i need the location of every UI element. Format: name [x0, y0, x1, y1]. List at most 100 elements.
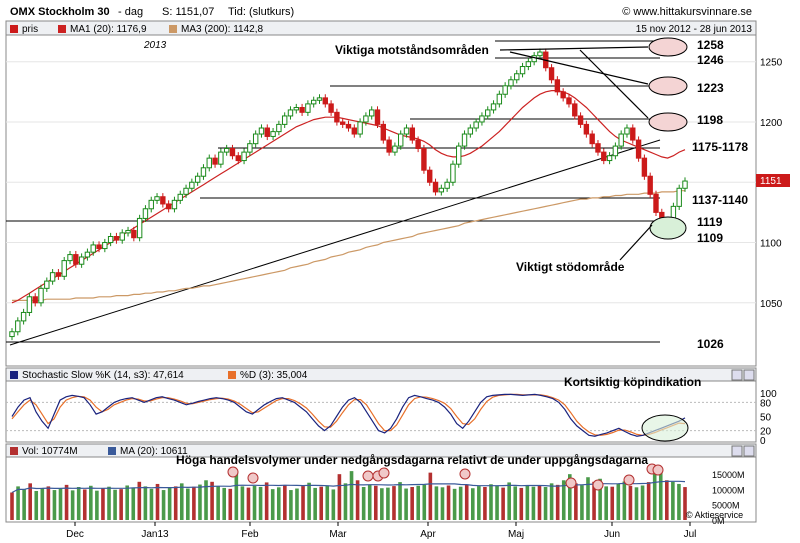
- candle-body: [531, 55, 537, 63]
- volume-bar: [222, 487, 227, 520]
- volume-bar: [319, 486, 324, 520]
- candle-body: [548, 67, 555, 81]
- legend-stoch-k: Stochastic Slow %K (14, s3): 47,614: [22, 370, 184, 381]
- current-price-value: 1151: [760, 176, 782, 187]
- candle-body: [339, 121, 346, 125]
- candle-body: [154, 196, 160, 201]
- volume-bar: [410, 487, 414, 520]
- candle-body: [357, 121, 363, 135]
- candle-body: [119, 232, 125, 241]
- resistance-ellipse-1223: [648, 76, 688, 96]
- volume-y-tick: 10000M: [712, 485, 745, 495]
- candle-body: [444, 181, 450, 189]
- candle-body: [322, 97, 328, 105]
- volume-y-tick: 5000M: [712, 501, 740, 511]
- panel-tool-icon[interactable]: [743, 369, 755, 381]
- candle-body: [473, 121, 479, 129]
- volume-bar: [404, 488, 408, 520]
- candle-body: [299, 107, 305, 113]
- volume-bar: [646, 482, 651, 520]
- volume-bar: [416, 485, 421, 520]
- volume-bar: [216, 486, 220, 520]
- volume-bar: [367, 484, 372, 520]
- candle-body: [142, 208, 149, 219]
- candle-body: [125, 229, 131, 234]
- level-1175-1178: 1175-1178: [692, 140, 748, 154]
- candle-body: [107, 236, 114, 244]
- ma200-line: [12, 190, 685, 301]
- candle-body: [589, 133, 595, 145]
- candle-body: [641, 157, 648, 177]
- candle-body: [20, 311, 27, 322]
- volume-bar: [204, 480, 208, 520]
- time-label: Tid: (slutkurs): [228, 6, 294, 18]
- site-credit: © www.hittakursvinnare.se: [622, 6, 752, 18]
- legend-swatch-ma200: [169, 25, 177, 33]
- panel-tool-icon[interactable]: [731, 445, 743, 457]
- volume-bar: [537, 485, 542, 520]
- volume-bar: [234, 471, 239, 520]
- volume-bar: [398, 482, 402, 520]
- x-label: Mar: [329, 529, 347, 540]
- candle-body: [595, 143, 601, 153]
- candle-body: [258, 127, 265, 135]
- stoch-y-tick: 20: [760, 427, 772, 438]
- candle-body: [635, 139, 642, 159]
- volume-bar: [361, 487, 366, 520]
- candle-body: [90, 244, 96, 253]
- volume-bar: [373, 485, 378, 520]
- volume-bar: [555, 484, 560, 520]
- volume-bar: [301, 486, 305, 520]
- volume-y-tick: 0M: [712, 516, 725, 526]
- candle-body: [560, 91, 566, 99]
- volume-bar: [604, 486, 608, 520]
- legend-swatch-vol: [10, 447, 18, 455]
- candle-body: [624, 127, 630, 135]
- candle-body: [566, 97, 572, 105]
- candle-body: [206, 157, 212, 169]
- candle-body: [148, 199, 154, 210]
- candle-body: [241, 151, 247, 162]
- support-ellipse: [649, 216, 687, 240]
- candle-body: [38, 287, 44, 304]
- candle-body: [369, 109, 375, 117]
- candle-body: [252, 133, 259, 145]
- volume-bar: [580, 485, 584, 520]
- candle-body: [32, 296, 38, 304]
- candle-body: [49, 272, 56, 282]
- level-1223: 1223: [697, 81, 724, 95]
- volume-bar: [325, 485, 330, 520]
- volume-bar: [258, 487, 263, 520]
- x-label: Jul: [684, 529, 697, 540]
- annotation-arrows: [499, 46, 653, 261]
- volume-bar: [683, 487, 687, 520]
- volume-bar: [337, 474, 342, 520]
- level-1026: 1026: [697, 337, 724, 351]
- volume-bar: [470, 488, 475, 520]
- candle-body: [363, 115, 369, 123]
- candle-body: [479, 115, 485, 123]
- stoch-y-tick: 0: [760, 436, 766, 447]
- level-1258: 1258: [697, 38, 724, 52]
- panel-tool-icon[interactable]: [743, 445, 755, 457]
- price-y-tick: 1050: [760, 299, 783, 310]
- volume-bar: [458, 486, 463, 520]
- candle-body: [102, 242, 108, 250]
- volume-bar: [95, 490, 99, 520]
- x-label: Maj: [508, 529, 524, 540]
- x-label: Apr: [420, 529, 436, 540]
- volume-bar: [143, 486, 148, 520]
- legend-swatch-ma20: [58, 25, 66, 33]
- panel-tool-icon[interactable]: [731, 369, 743, 381]
- stoch-k-line: [11, 393, 686, 437]
- candle-body: [351, 127, 358, 135]
- candle-body: [194, 175, 201, 183]
- volume-bar: [495, 485, 499, 520]
- candle-body: [647, 175, 653, 195]
- candle-body: [78, 256, 85, 265]
- volume-bar: [452, 488, 457, 520]
- candle-body: [450, 163, 456, 183]
- x-label: Feb: [241, 529, 259, 540]
- candle-body: [514, 73, 520, 81]
- candle-body: [200, 167, 207, 177]
